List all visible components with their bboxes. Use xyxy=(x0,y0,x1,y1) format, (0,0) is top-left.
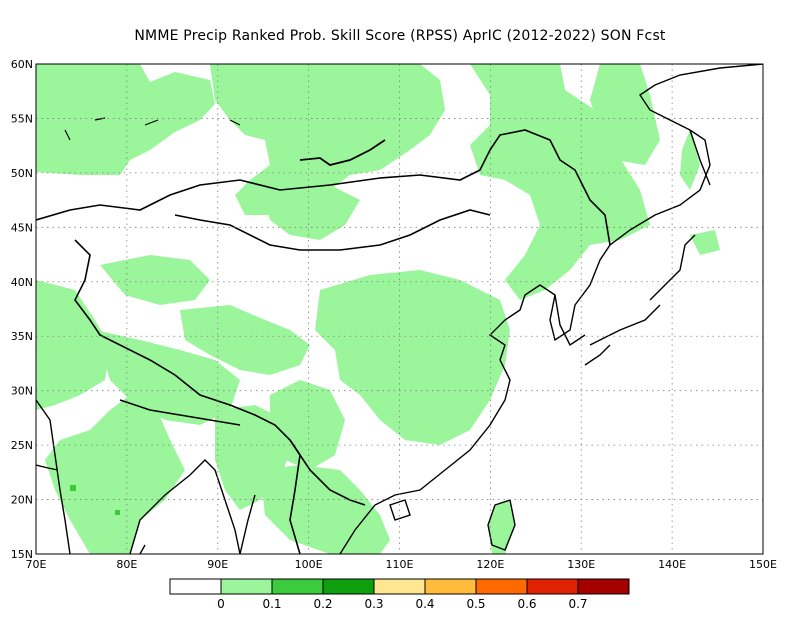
lat-tick-label: 60N xyxy=(11,58,33,71)
gridlines xyxy=(36,64,763,554)
speck-india-south xyxy=(115,510,120,515)
shade-central-china xyxy=(315,270,510,445)
lon-tick-label: 70E xyxy=(26,558,47,571)
colorbar-label: 0.7 xyxy=(568,597,587,611)
colorbar-swatch xyxy=(169,578,222,595)
rpss-shading xyxy=(36,64,720,554)
map-frame xyxy=(35,63,764,555)
colorbar-swatch xyxy=(271,578,324,595)
colorbar-label: 0 xyxy=(217,597,225,611)
lon-tick-label: 130E xyxy=(567,558,595,571)
lat-tick-label: 30N xyxy=(11,385,33,398)
lat-tick-label: 20N xyxy=(11,494,33,507)
colorbar-swatch xyxy=(373,578,426,595)
lon-tick-label: 110E xyxy=(386,558,414,571)
lat-tick-label: 15N xyxy=(11,548,33,561)
shade-kamchatka-coast xyxy=(680,130,700,190)
colorbar-label: 0.3 xyxy=(364,597,383,611)
shade-india xyxy=(45,395,185,554)
lon-tick-label: 120E xyxy=(476,558,504,571)
lat-tick-label: 40N xyxy=(11,276,33,289)
rpss-specks xyxy=(70,485,120,515)
colorbar-label: 0.5 xyxy=(466,597,485,611)
lon-tick-label: 150E xyxy=(749,558,777,571)
colorbar-swatch xyxy=(526,578,579,595)
lon-tick-label: 100E xyxy=(295,558,323,571)
lat-tick-label: 50N xyxy=(11,167,33,180)
shade-tibet xyxy=(180,305,310,375)
map-title: NMME Precip Ranked Prob. Skill Score (RP… xyxy=(134,28,666,44)
lat-tick-label: 25N xyxy=(11,439,33,452)
lat-tick-label: 45N xyxy=(11,221,33,234)
shade-okhotsk xyxy=(590,64,660,165)
lon-tick-label: 140E xyxy=(658,558,686,571)
speck-india xyxy=(70,485,76,491)
shade-pakistan xyxy=(36,280,110,410)
colorbar-label: 0.2 xyxy=(313,597,332,611)
shade-mongolia-east xyxy=(265,175,360,240)
colorbar-swatch xyxy=(475,578,528,595)
lat-tick-label: 35N xyxy=(11,330,33,343)
colorbar-swatch xyxy=(577,578,630,595)
colorbar-label: 0.1 xyxy=(262,597,281,611)
shade-south-china xyxy=(260,465,390,554)
coastlines xyxy=(36,64,763,554)
lat-tick-label: 55N xyxy=(11,112,33,125)
shade-xinjiang xyxy=(100,255,210,305)
colorbar-swatch xyxy=(322,578,375,595)
colorbar-swatch xyxy=(220,578,273,595)
shade-japan-north xyxy=(690,230,720,255)
shade-northeast xyxy=(470,64,650,300)
colorbar: 0 0.1 0.2 0.3 0.4 0.5 0.6 0.7 xyxy=(169,578,630,611)
lon-axis: 70E 80E 90E 100E 110E 120E 130E 140E 150E xyxy=(26,558,777,571)
lat-axis: 15N 20N 25N 30N 35N 40N 45N 50N 55N 60N xyxy=(11,58,33,561)
shade-northwest xyxy=(36,64,215,175)
borders xyxy=(36,129,611,554)
lon-tick-label: 90E xyxy=(207,558,228,571)
shade-north-central xyxy=(210,64,445,215)
colorbar-label: 0.4 xyxy=(415,597,434,611)
lon-tick-label: 80E xyxy=(116,558,137,571)
colorbar-label: 0.6 xyxy=(517,597,536,611)
colorbar-swatch xyxy=(424,578,477,595)
shade-india-north xyxy=(95,330,240,425)
shade-myanmar xyxy=(215,405,290,510)
